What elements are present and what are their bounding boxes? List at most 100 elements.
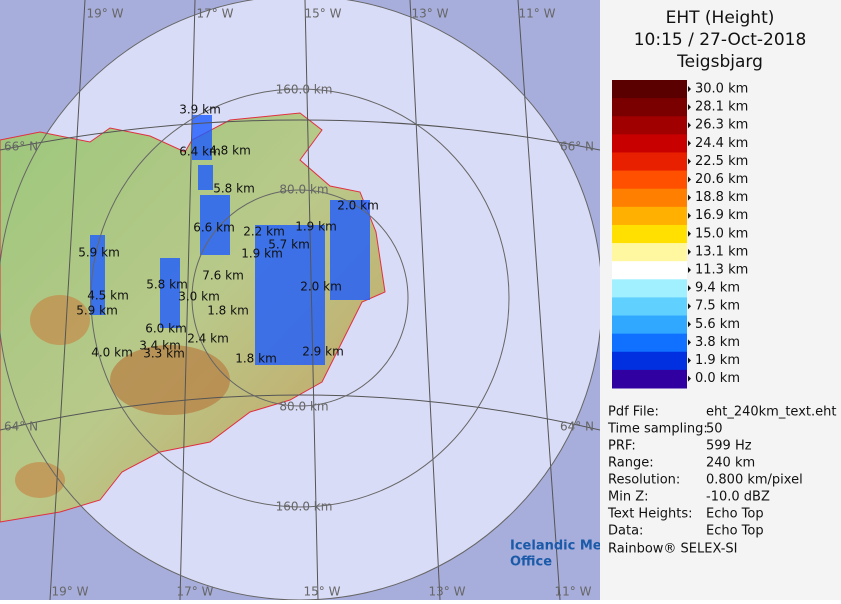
echo-top-label: 2.4 km	[187, 332, 229, 346]
echoes	[90, 115, 370, 365]
info-value: eht_240km_text.eht	[706, 405, 836, 420]
legend-label: 20.6 km	[695, 172, 748, 187]
lat-label: 66° N	[4, 140, 38, 154]
label-arrow	[688, 122, 691, 129]
echo-top-label: 5.9 km	[78, 246, 120, 260]
echo-top-label: 2.2 km	[243, 225, 285, 239]
highland	[110, 345, 230, 415]
info-value: Echo Top	[706, 524, 764, 539]
label-arrow	[688, 248, 691, 255]
legend-label: 16.9 km	[695, 208, 748, 223]
color-band	[612, 224, 687, 244]
echo-top-label: 4.5 km	[87, 289, 129, 303]
legend-label: 28.1 km	[695, 100, 748, 115]
color-band	[612, 279, 687, 298]
color-band	[612, 369, 687, 389]
label-arrow	[688, 357, 691, 364]
color-band	[612, 98, 687, 117]
echo-top-label: 3.3 km	[143, 347, 185, 361]
color-band	[612, 188, 687, 208]
echo-top-label: 6.4 km	[179, 145, 221, 159]
info-key: PRF:	[608, 439, 636, 454]
info-key: Pdf File:	[608, 405, 659, 420]
label-arrow	[688, 321, 691, 328]
color-band	[612, 134, 687, 153]
label-arrow	[688, 285, 691, 292]
echo-top-label: 3.9 km	[179, 103, 221, 117]
panel-title: EHT (Height)	[666, 8, 775, 28]
label-arrow	[688, 303, 691, 310]
panel-title: Teigsbjarg	[676, 52, 763, 72]
echo-top-label: 1.9 km	[295, 220, 337, 234]
legend-label: 24.4 km	[695, 136, 748, 151]
label-arrow	[688, 104, 691, 111]
echo-top-label: 7.6 km	[202, 269, 244, 283]
lon-label: 13° W	[429, 585, 466, 599]
info-value: 599 Hz	[706, 439, 752, 454]
legend-label: 9.4 km	[695, 281, 740, 296]
echo-top-label: 4.8 km	[209, 144, 251, 158]
info-key: Time sampling:	[607, 422, 708, 437]
label-arrow	[688, 176, 691, 183]
echo-top-label: 3.4 km	[139, 339, 181, 353]
graticule	[0, 0, 600, 600]
echo-top-label: 6.6 km	[193, 221, 235, 235]
color-band	[612, 351, 687, 371]
label-arrow	[688, 212, 691, 219]
lon-label: 17° W	[177, 585, 214, 599]
echo-top-label: 1.9 km	[241, 247, 283, 261]
echo-top-label: 1.8 km	[235, 352, 277, 366]
range-label: 80.0 km	[279, 183, 328, 197]
radar-map: 19° W 17° W 15° W 13° W 11° W 19° W 17° W 15° W…	[0, 0, 600, 600]
label-arrow	[688, 339, 691, 346]
label-arrow	[688, 158, 691, 165]
info-value: 50	[706, 422, 723, 437]
logo-text: Office	[510, 555, 552, 570]
echo-top-label: 2.0 km	[300, 280, 342, 294]
info-value: -10.0 dBZ	[706, 490, 770, 505]
echo-top-label: 3.0 km	[178, 290, 220, 304]
info-key: Text Heights:	[607, 507, 693, 522]
echo-top-label: 2.0 km	[337, 199, 379, 213]
color-band	[612, 297, 687, 317]
label-arrow	[688, 86, 691, 92]
color-band	[612, 315, 687, 335]
echo-top-label: 5.7 km	[268, 238, 310, 252]
credit: Rainbow® SELEX-SI	[608, 542, 738, 557]
panel-title: 10:15 / 27-Oct-2018	[634, 30, 807, 50]
lon-label: 13° W	[412, 7, 449, 21]
range-label: 80.0 km	[279, 400, 328, 414]
lat-label: 64° N	[560, 420, 594, 434]
echo-top-label: 2.9 km	[302, 345, 344, 359]
range-label: 160.0 km	[276, 500, 333, 514]
highland	[30, 295, 90, 345]
lon-label: 19° W	[87, 7, 124, 21]
side-panel: EHT (Height) 10:15 / 27-Oct-2018 Teigsbjar…	[600, 0, 841, 600]
info-key: Min Z:	[608, 490, 649, 505]
info-key: Data:	[608, 524, 643, 539]
info-value: Echo Top	[706, 507, 764, 522]
legend-label: 30.0 km	[695, 82, 748, 97]
legend-label: 18.8 km	[695, 190, 748, 205]
label-arrow	[688, 230, 691, 237]
lon-label: 19° W	[52, 585, 89, 599]
lon-label: 11° W	[519, 7, 556, 21]
legend-panel: EHT (Height)10:15 / 27-Oct-2018Teigsbjar…	[607, 8, 836, 557]
lon-label: 15° W	[304, 585, 341, 599]
legend-label: 3.8 km	[695, 335, 740, 350]
label-arrow	[688, 375, 691, 382]
info-key: Range:	[608, 456, 654, 471]
logo-text: Icelandic Met	[510, 539, 600, 554]
lat-label: 64° N	[4, 420, 38, 434]
color-band	[612, 170, 687, 190]
color-band	[612, 333, 687, 353]
lat-label: 66° N	[560, 140, 594, 154]
label-arrow	[688, 267, 691, 273]
echo-top-label: 4.0 km	[91, 346, 133, 360]
legend-label: 13.1 km	[695, 244, 748, 259]
range-rings	[0, 0, 600, 600]
lon-label: 17° W	[197, 7, 234, 21]
label-arrow	[688, 140, 691, 147]
legend-label: 0.0 km	[695, 371, 740, 386]
